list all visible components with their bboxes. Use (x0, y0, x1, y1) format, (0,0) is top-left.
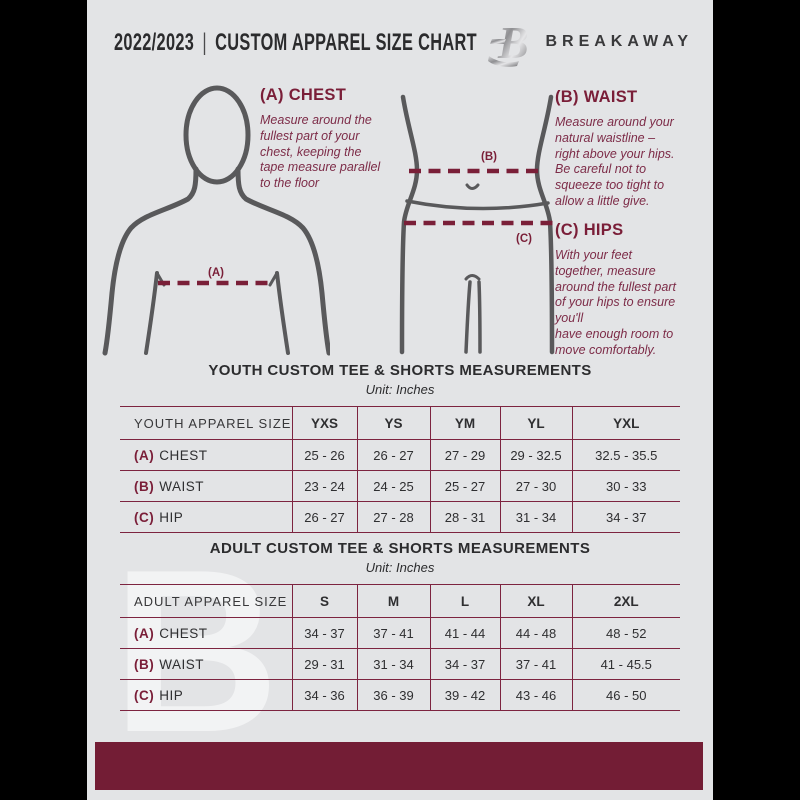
hips-guide-heading: (C) HIPS (555, 221, 624, 239)
adult-header-row: ADULT APPAREL SIZE S M L XL 2XL (120, 584, 680, 618)
youth-size-ym: YM (429, 406, 500, 440)
youth-table-title: YOUTH CUSTOM TEE & SHORTS MEASUREMENTS (208, 362, 592, 379)
waist-marker-label: (B) (481, 151, 497, 163)
adult-size-m: M (356, 584, 430, 618)
hips-guide: (C) HIPS With your feet together, measur… (555, 221, 713, 359)
cell: 24 - 25 (356, 470, 430, 502)
cell: 36 - 39 (356, 679, 430, 711)
chest-guide: (A) CHEST Measure around the fullest par… (260, 86, 420, 192)
cell: 27 - 28 (356, 501, 430, 533)
cell: 25 - 26 (291, 439, 357, 471)
waist-guide: (B) WAIST Measure around your natural wa… (555, 88, 713, 210)
chest-measure-figure: (A) (102, 85, 330, 356)
adult-waist-label: (B) WAIST (120, 648, 292, 680)
cell: 39 - 42 (429, 679, 500, 711)
cell: 23 - 24 (291, 470, 357, 502)
row-label: CHEST (159, 447, 208, 463)
cell: 29 - 31 (291, 648, 357, 680)
youth-size-table: YOUTH APPAREL SIZE YXS YS YM YL YXL (A) C… (120, 406, 680, 533)
adult-size-2xl: 2XL (571, 584, 680, 618)
youth-header-row: YOUTH APPAREL SIZE YXS YS YM YL YXL (120, 406, 680, 440)
cell: 46 - 50 (571, 679, 680, 711)
youth-table-unit: Unit: Inches (365, 382, 435, 397)
cell: 43 - 46 (499, 679, 572, 711)
youth-size-ys: YS (356, 406, 430, 440)
hips-guide-body: With your feet together, measure around … (555, 248, 676, 357)
footer-accent-bar (95, 742, 703, 790)
youth-chest-label: (A) CHEST (120, 439, 292, 471)
brand-block: B BREAKAWAY (488, 17, 693, 67)
cell: 32.5 - 35.5 (571, 439, 680, 471)
table-row-adult-hip: (C) HIP 34 - 36 36 - 39 39 - 42 43 - 46 4… (120, 679, 680, 711)
cell: 26 - 27 (356, 439, 430, 471)
adult-size-l: L (429, 584, 500, 618)
adult-table-unit: Unit: Inches (365, 560, 435, 575)
page-title: 2022/2023 | CUSTOM APPAREL SIZE CHART (114, 29, 477, 57)
row-prefix: (C) (134, 509, 155, 525)
adult-size-xl: XL (499, 584, 572, 618)
cell: 26 - 27 (291, 501, 357, 533)
cell: 34 - 37 (429, 648, 500, 680)
row-label: HIP (159, 687, 184, 703)
youth-size-yxl: YXL (571, 406, 680, 440)
cell: 34 - 37 (291, 617, 357, 649)
size-chart-page: B 2022/2023 | CUSTOM APPAREL SIZE CHART B … (87, 0, 713, 800)
youth-waist-label: (B) WAIST (120, 470, 292, 502)
cell: 44 - 48 (499, 617, 572, 649)
row-prefix: (A) (134, 447, 155, 463)
adult-size-table: ADULT APPAREL SIZE S M L XL 2XL (A) CHEST… (120, 584, 680, 711)
edition-year: 2022/2023 (114, 29, 195, 56)
row-label: WAIST (159, 478, 204, 494)
brand-name: BREAKAWAY (545, 33, 693, 50)
youth-size-column-label: YOUTH APPAREL SIZE (134, 415, 292, 431)
breakaway-logo-icon: B (488, 17, 529, 67)
adult-chest-label: (A) CHEST (120, 617, 292, 649)
row-label: WAIST (159, 656, 204, 672)
cell: 34 - 36 (291, 679, 357, 711)
row-prefix: (C) (134, 687, 155, 703)
cell: 29 - 32.5 (499, 439, 572, 471)
row-prefix: (B) (134, 656, 155, 672)
table-row-youth-waist: (B) WAIST 23 - 24 24 - 25 25 - 27 27 - 30… (120, 470, 680, 502)
waist-guide-heading: (B) WAIST (555, 88, 638, 106)
cell: 25 - 27 (429, 470, 500, 502)
chest-marker-label: (A) (208, 267, 224, 279)
cell: 27 - 30 (499, 470, 572, 502)
chest-guide-heading: (A) CHEST (260, 86, 347, 104)
youth-size-yl: YL (499, 406, 572, 440)
table-row-adult-chest: (A) CHEST 34 - 37 37 - 41 41 - 44 44 - 48… (120, 617, 680, 649)
cell: 41 - 45.5 (571, 648, 680, 680)
waist-guide-body: Measure around your natural waistline – … (555, 115, 675, 208)
adult-size-column-label: ADULT APPAREL SIZE (134, 593, 288, 609)
adult-measurements-section: ADULT CUSTOM TEE & SHORTS MEASUREMENTS U… (120, 540, 680, 711)
hips-marker-label: (C) (516, 233, 532, 245)
row-prefix: (A) (134, 625, 155, 641)
adult-hip-label: (C) HIP (120, 679, 292, 711)
cell: 37 - 41 (356, 617, 430, 649)
chest-guide-body: Measure around the fullest part of your … (260, 113, 381, 191)
cell: 28 - 31 (429, 501, 500, 533)
youth-size-yxs: YXS (291, 406, 357, 440)
youth-measurements-section: YOUTH CUSTOM TEE & SHORTS MEASUREMENTS U… (120, 362, 680, 533)
adult-size-s: S (291, 584, 357, 618)
cell: 31 - 34 (499, 501, 572, 533)
cell: 30 - 33 (571, 470, 680, 502)
cell: 27 - 29 (429, 439, 500, 471)
row-prefix: (B) (134, 478, 155, 494)
cell: 34 - 37 (571, 501, 680, 533)
youth-hip-label: (C) HIP (120, 501, 292, 533)
waist-hips-measure-figure: (B) (C) (399, 94, 555, 355)
cell: 37 - 41 (499, 648, 572, 680)
table-row-youth-hip: (C) HIP 26 - 27 27 - 28 28 - 31 31 - 34 3… (120, 501, 680, 533)
cell: 41 - 44 (429, 617, 500, 649)
title-divider: | (202, 29, 207, 56)
table-row-youth-chest: (A) CHEST 25 - 26 26 - 27 27 - 29 29 - 32… (120, 439, 680, 471)
adult-table-title: ADULT CUSTOM TEE & SHORTS MEASUREMENTS (209, 540, 591, 557)
cell: 48 - 52 (571, 617, 680, 649)
cell: 31 - 34 (356, 648, 430, 680)
row-label: HIP (159, 509, 184, 525)
row-label: CHEST (159, 625, 208, 641)
table-row-adult-waist: (B) WAIST 29 - 31 31 - 34 34 - 37 37 - 41… (120, 648, 680, 680)
title-text: CUSTOM APPAREL SIZE CHART (215, 29, 477, 56)
